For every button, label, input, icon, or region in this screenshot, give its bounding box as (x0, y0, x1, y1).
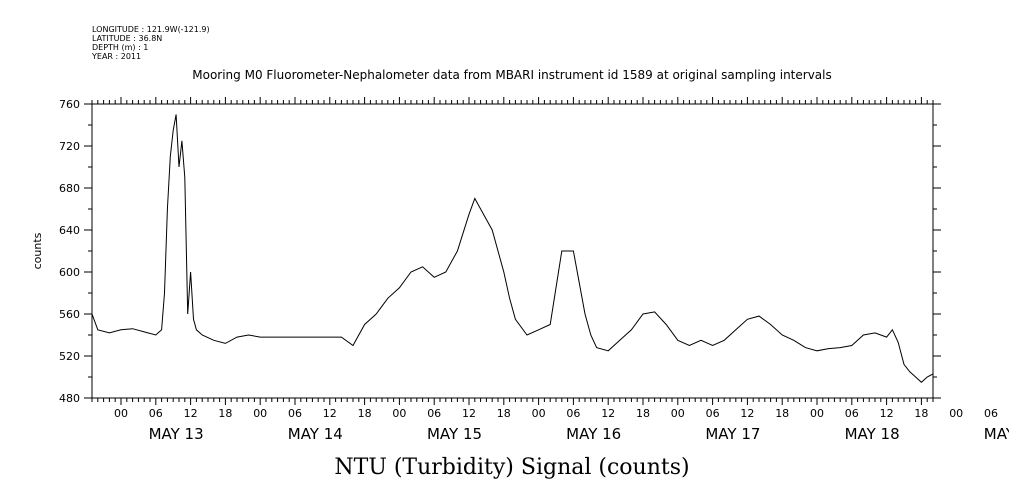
x-axis: 00 06 12 18 00 06 12 18 00 06 12 18 00 06 12 18 00 06 12 18… (91, 97, 1009, 443)
y-axis-label: counts (31, 232, 44, 269)
x-hour-label: 18 (218, 407, 232, 420)
x-day-label: MAY 16 (566, 425, 621, 443)
x-hour-label: 18 (497, 407, 511, 420)
y-tick-label: 680 (59, 182, 80, 195)
x-day-label: MAY 19 (984, 425, 1009, 443)
y-axis: 480 520 560 600 640 680 720 760 (59, 98, 941, 405)
x-day-label: MAY 14 (288, 425, 343, 443)
y-tick-label: 760 (59, 98, 80, 111)
x-hour-label: 06 (984, 407, 998, 420)
y-tick-label: 640 (59, 224, 80, 237)
y-tick-label: 520 (59, 350, 80, 363)
series-line-0 (91, 114, 934, 383)
x-hour-label: 18 (636, 407, 650, 420)
y-tick-label: 560 (59, 308, 80, 321)
depth-label: DEPTH (m) : 1 (92, 43, 148, 52)
x-day-label: MAY 13 (149, 425, 204, 443)
longitude-label: LONGITUDE : 121.9W(-121.9) (92, 25, 210, 34)
x-hour-label: 06 (427, 407, 441, 420)
x-day-label: MAY 15 (427, 425, 482, 443)
x-hour-label: 12 (601, 407, 615, 420)
series-group (91, 114, 934, 383)
chart-title: Mooring M0 Fluorometer-Nephalometer data… (192, 68, 832, 82)
x-hour-label: 00 (392, 407, 406, 420)
x-hour-label: 00 (114, 407, 128, 420)
x-hour-label: 06 (288, 407, 302, 420)
x-hour-label: 18 (775, 407, 789, 420)
x-hour-label: 12 (880, 407, 894, 420)
x-hour-label: 06 (566, 407, 580, 420)
plot-frame (91, 103, 934, 399)
x-hour-label: 00 (949, 407, 963, 420)
x-hour-label: 12 (462, 407, 476, 420)
y-tick-label: 720 (59, 140, 80, 153)
x-hour-label: 00 (253, 407, 267, 420)
x-day-label: MAY 18 (845, 425, 900, 443)
x-axis-label: NTU (Turbidity) Signal (counts) (334, 455, 689, 480)
y-tick-label: 480 (59, 392, 80, 405)
x-hour-label: 12 (323, 407, 337, 420)
x-hour-label: 06 (149, 407, 163, 420)
x-hour-label: 06 (706, 407, 720, 420)
latitude-label: LATITUDE : 36.8N (92, 34, 162, 43)
x-hour-label: 18 (358, 407, 372, 420)
x-hour-label: 00 (532, 407, 546, 420)
x-day-label: MAY 17 (705, 425, 760, 443)
x-hour-label: 06 (845, 407, 859, 420)
y-tick-label: 600 (59, 266, 80, 279)
x-hour-label: 00 (671, 407, 685, 420)
x-hour-label: 00 (810, 407, 824, 420)
x-hour-label: 12 (184, 407, 198, 420)
x-hour-label: 18 (914, 407, 928, 420)
year-label: YEAR : 2011 (91, 52, 141, 61)
x-hour-label: 12 (740, 407, 754, 420)
